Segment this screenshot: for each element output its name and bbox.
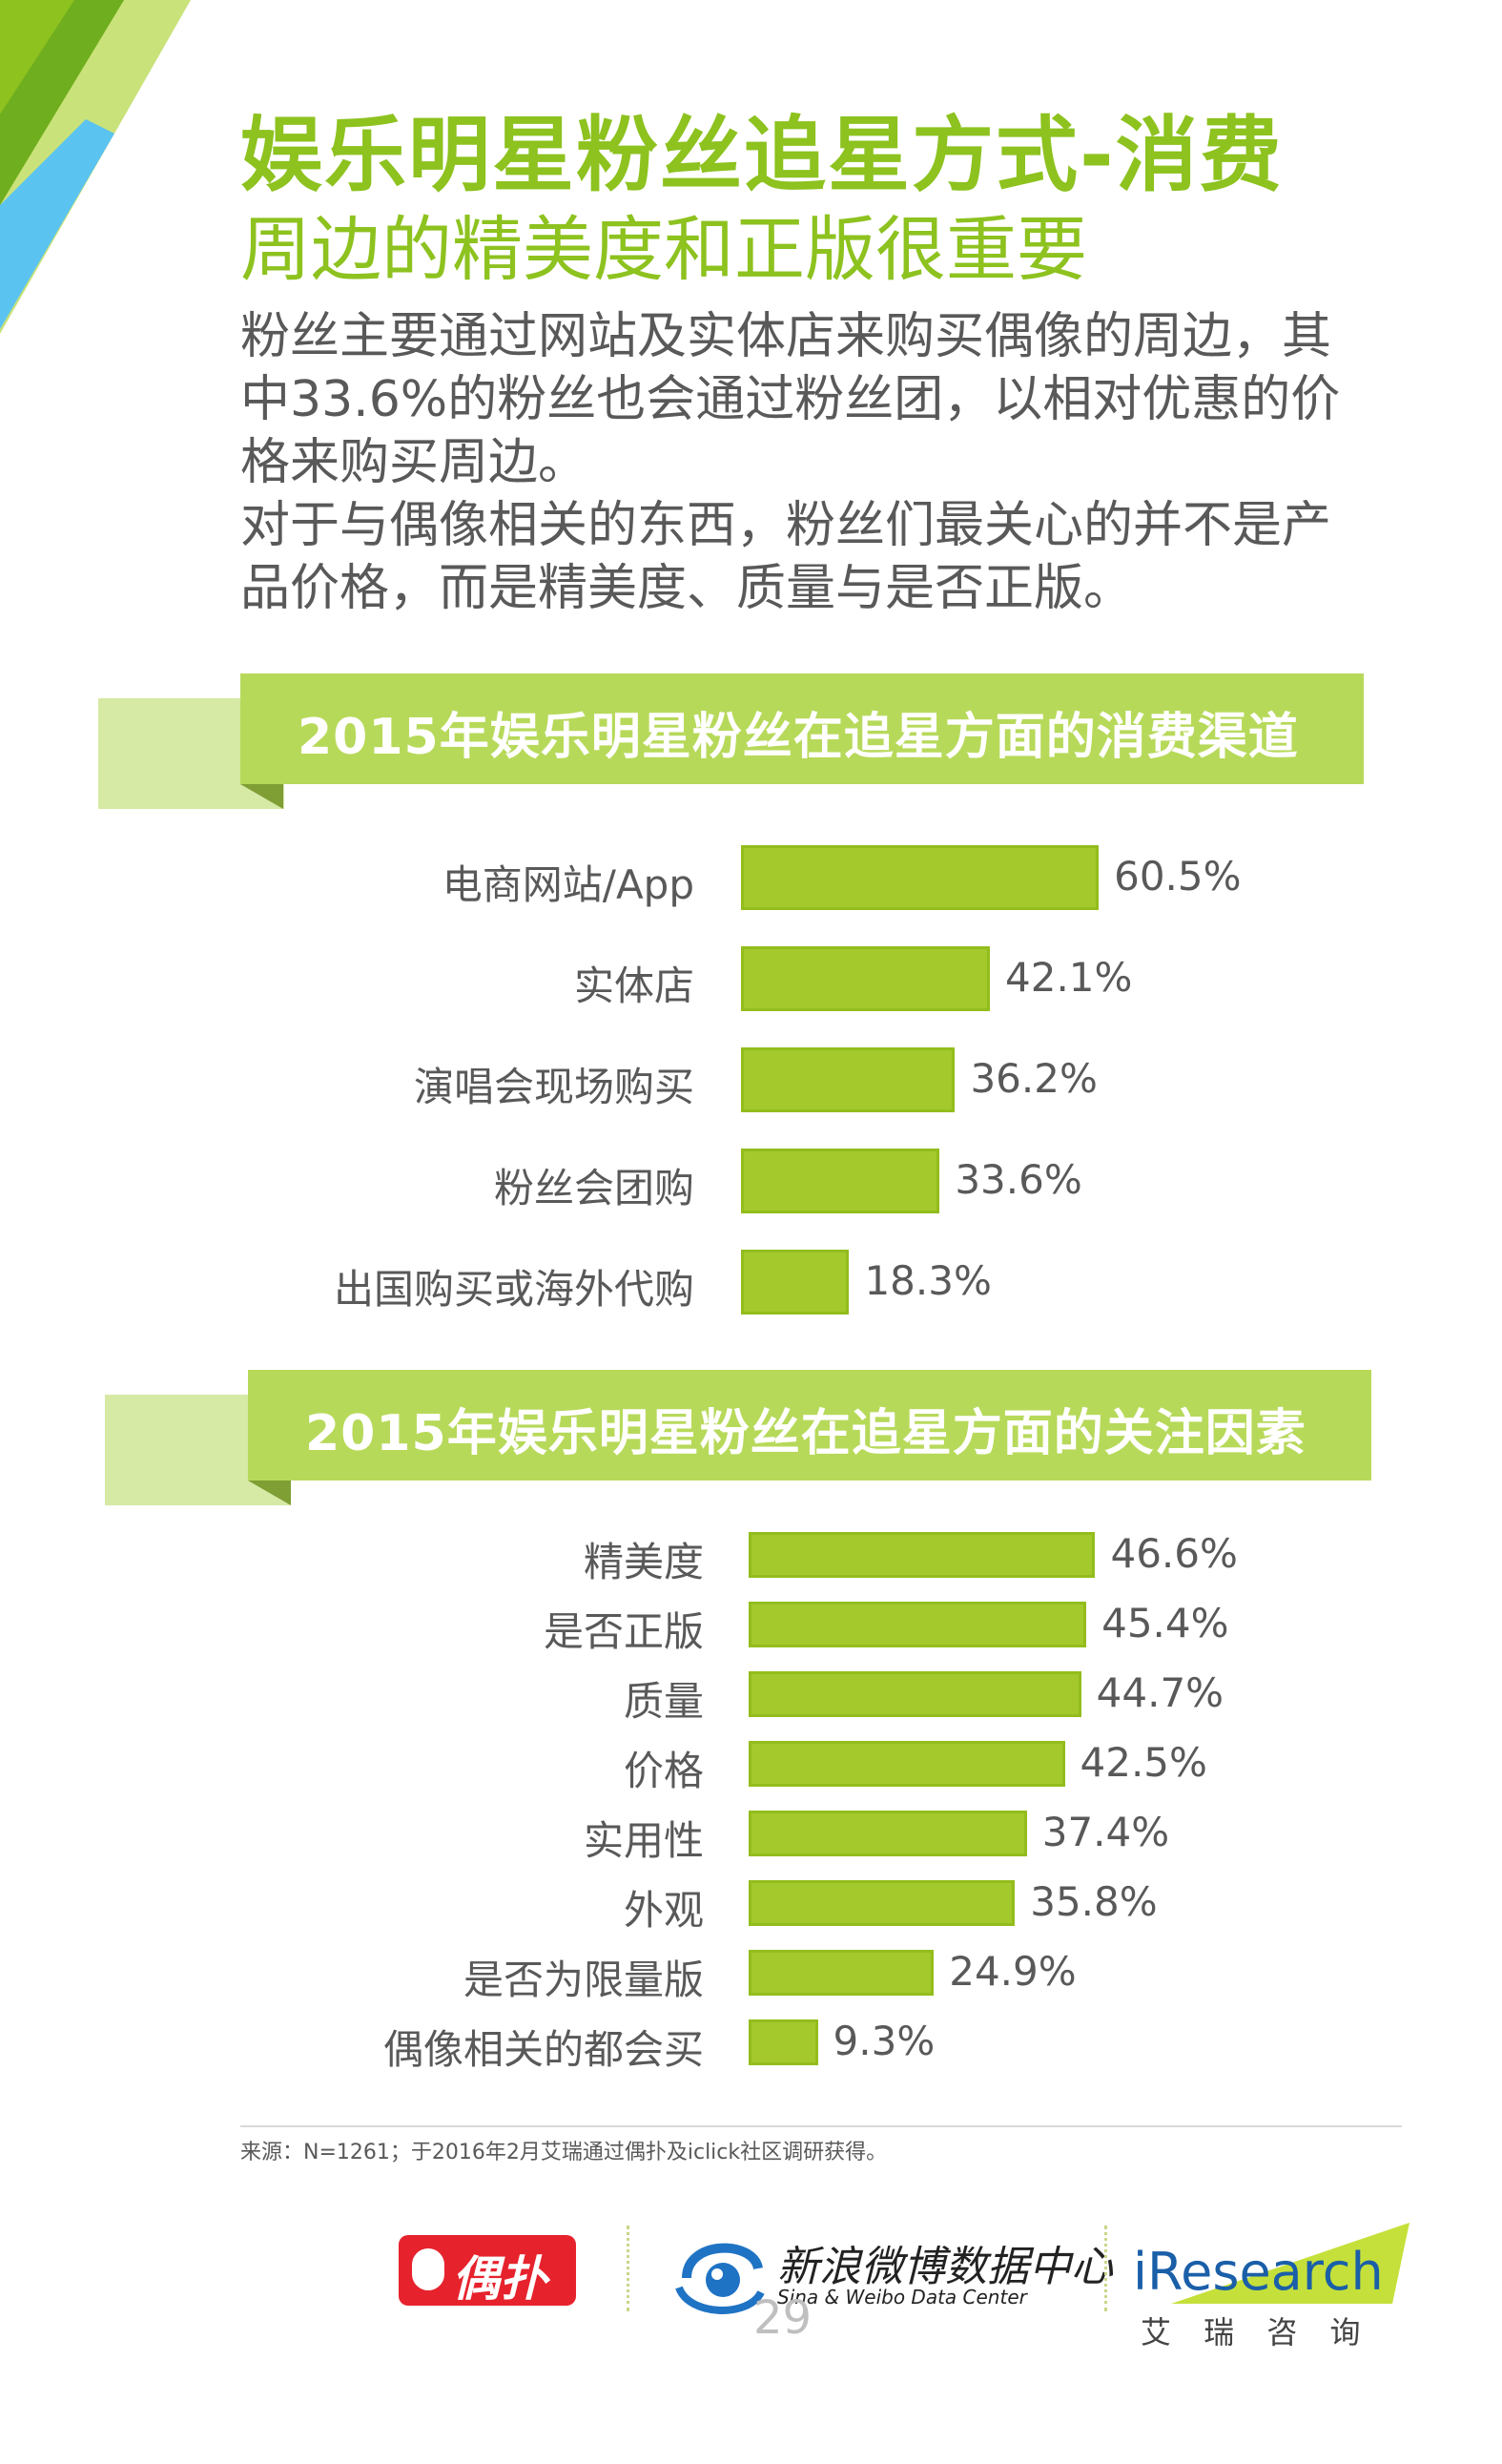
chart2-category-label: 精美度 <box>583 1538 704 1585</box>
weibo-eye-icon <box>675 2243 765 2314</box>
corner-decoration <box>0 0 191 334</box>
chart1-bar <box>741 1047 956 1112</box>
page-subtitle: 周边的精美度和正版很重要 <box>240 209 1087 291</box>
chart2-title: 2015年娱乐明星粉丝在追星方面的关注因素 <box>305 1405 1307 1462</box>
divider <box>240 2125 1402 2127</box>
chart1-bar <box>741 1149 940 1213</box>
intro-paragraph: 粉丝主要通过网站及实体店来购买偶像的周边，其 中33.6%的粉丝也会通过粉丝团，… <box>240 305 1413 620</box>
chart1-value-label: 18.3% <box>864 1256 992 1304</box>
chart1-value-label: 36.2% <box>970 1054 1098 1102</box>
weibo-logo-en: Sina & Weibo Data Center <box>777 2286 1027 2309</box>
chart2-category-label: 质量 <box>623 1677 704 1725</box>
footer-separator <box>1104 2226 1107 2311</box>
chart1-title: 2015年娱乐明星粉丝在追星方面的消费渠道 <box>298 709 1299 766</box>
intro-line: 格来购买周边。 <box>240 434 588 491</box>
chart2-value-label: 24.9% <box>949 1947 1077 1995</box>
footer-separator <box>627 2226 629 2311</box>
chart1-category-label: 电商网站/App <box>442 860 694 908</box>
chart2-category-label: 偶像相关的都会买 <box>382 2025 704 2073</box>
chart2-value-label: 9.3% <box>833 2017 936 2064</box>
chart2-value-label: 42.5% <box>1080 1738 1207 1786</box>
chart1-category-label: 粉丝会团购 <box>493 1164 694 1211</box>
chart1-value-label: 42.1% <box>1005 953 1133 1001</box>
source-note: 来源：N=1261；于2016年2月艾瑞通过偶扑及iclick社区调研获得。 <box>240 2141 888 2164</box>
intro-line: 粉丝主要通过网站及实体店来购买偶像的周边，其 <box>240 308 1332 365</box>
chart1-bar <box>741 946 991 1011</box>
chart1-value-label: 33.6% <box>955 1155 1082 1203</box>
chart2-bar <box>749 1811 1027 1856</box>
chart2-value-label: 46.6% <box>1110 1529 1238 1577</box>
chart2-value-label: 44.7% <box>1096 1668 1224 1716</box>
chart2-bar <box>749 1671 1081 1717</box>
chart2-category-label: 外观 <box>623 1886 704 1934</box>
chart1-category-label: 演唱会现场购买 <box>413 1063 694 1110</box>
weibo-logo: 新浪微博数据中心 Sina & Weibo Data Center <box>668 2221 1113 2326</box>
chart2-bar <box>749 1950 935 1996</box>
chart2-category-label: 价格 <box>623 1747 704 1794</box>
chart2-category-label: 是否为限量版 <box>463 1956 704 2003</box>
chart2-value-label: 35.8% <box>1030 1877 1158 1925</box>
chart2-category-label: 实用性 <box>583 1816 704 1864</box>
chart2-value-label: 45.4% <box>1101 1599 1229 1646</box>
intro-line: 品价格，而是精美度、质量与是否正版。 <box>240 560 1134 617</box>
chart2-bar <box>749 1880 1016 1926</box>
chart2-bar <box>749 1602 1087 1647</box>
page-number: 29 <box>753 2291 813 2345</box>
chart2-category-label: 是否正版 <box>543 1607 704 1655</box>
chart2-bar <box>749 1741 1065 1787</box>
oupu-logo: 偶扑 <box>399 2235 576 2307</box>
chart1-category-label: 实体店 <box>573 962 694 1009</box>
oupu-logo-text: 偶扑 <box>452 2251 547 2307</box>
chart2-bar <box>749 1532 1096 1578</box>
intro-line: 中33.6%的粉丝也会通过粉丝团，以相对优惠的价 <box>240 371 1341 428</box>
iresearch-logo: iResearch 艾 瑞 咨 询 <box>1133 2213 1419 2356</box>
oupu-mark-icon <box>412 2248 444 2290</box>
weibo-logo-cn: 新浪微博数据中心 <box>777 2243 1113 2291</box>
chart1-category-label: 出国购买或海外代购 <box>333 1265 694 1313</box>
iresearch-logo-en: iResearch <box>1133 2242 1384 2302</box>
iresearch-swoosh-icon <box>1171 2223 1409 2304</box>
chart1-bar <box>741 1250 850 1315</box>
chart2-value-label: 37.4% <box>1041 1808 1170 1855</box>
chart2-bar <box>749 2019 818 2065</box>
intro-line: 对于与偶像相关的东西，粉丝们最关心的并不是产 <box>240 497 1332 554</box>
chart1-value-label: 60.5% <box>1114 852 1242 900</box>
iresearch-logo-cn: 艾 瑞 咨 询 <box>1141 2314 1372 2350</box>
chart1-bar <box>741 845 1100 910</box>
page-title: 娱乐明星粉丝追星方式-消费 <box>240 108 1284 203</box>
